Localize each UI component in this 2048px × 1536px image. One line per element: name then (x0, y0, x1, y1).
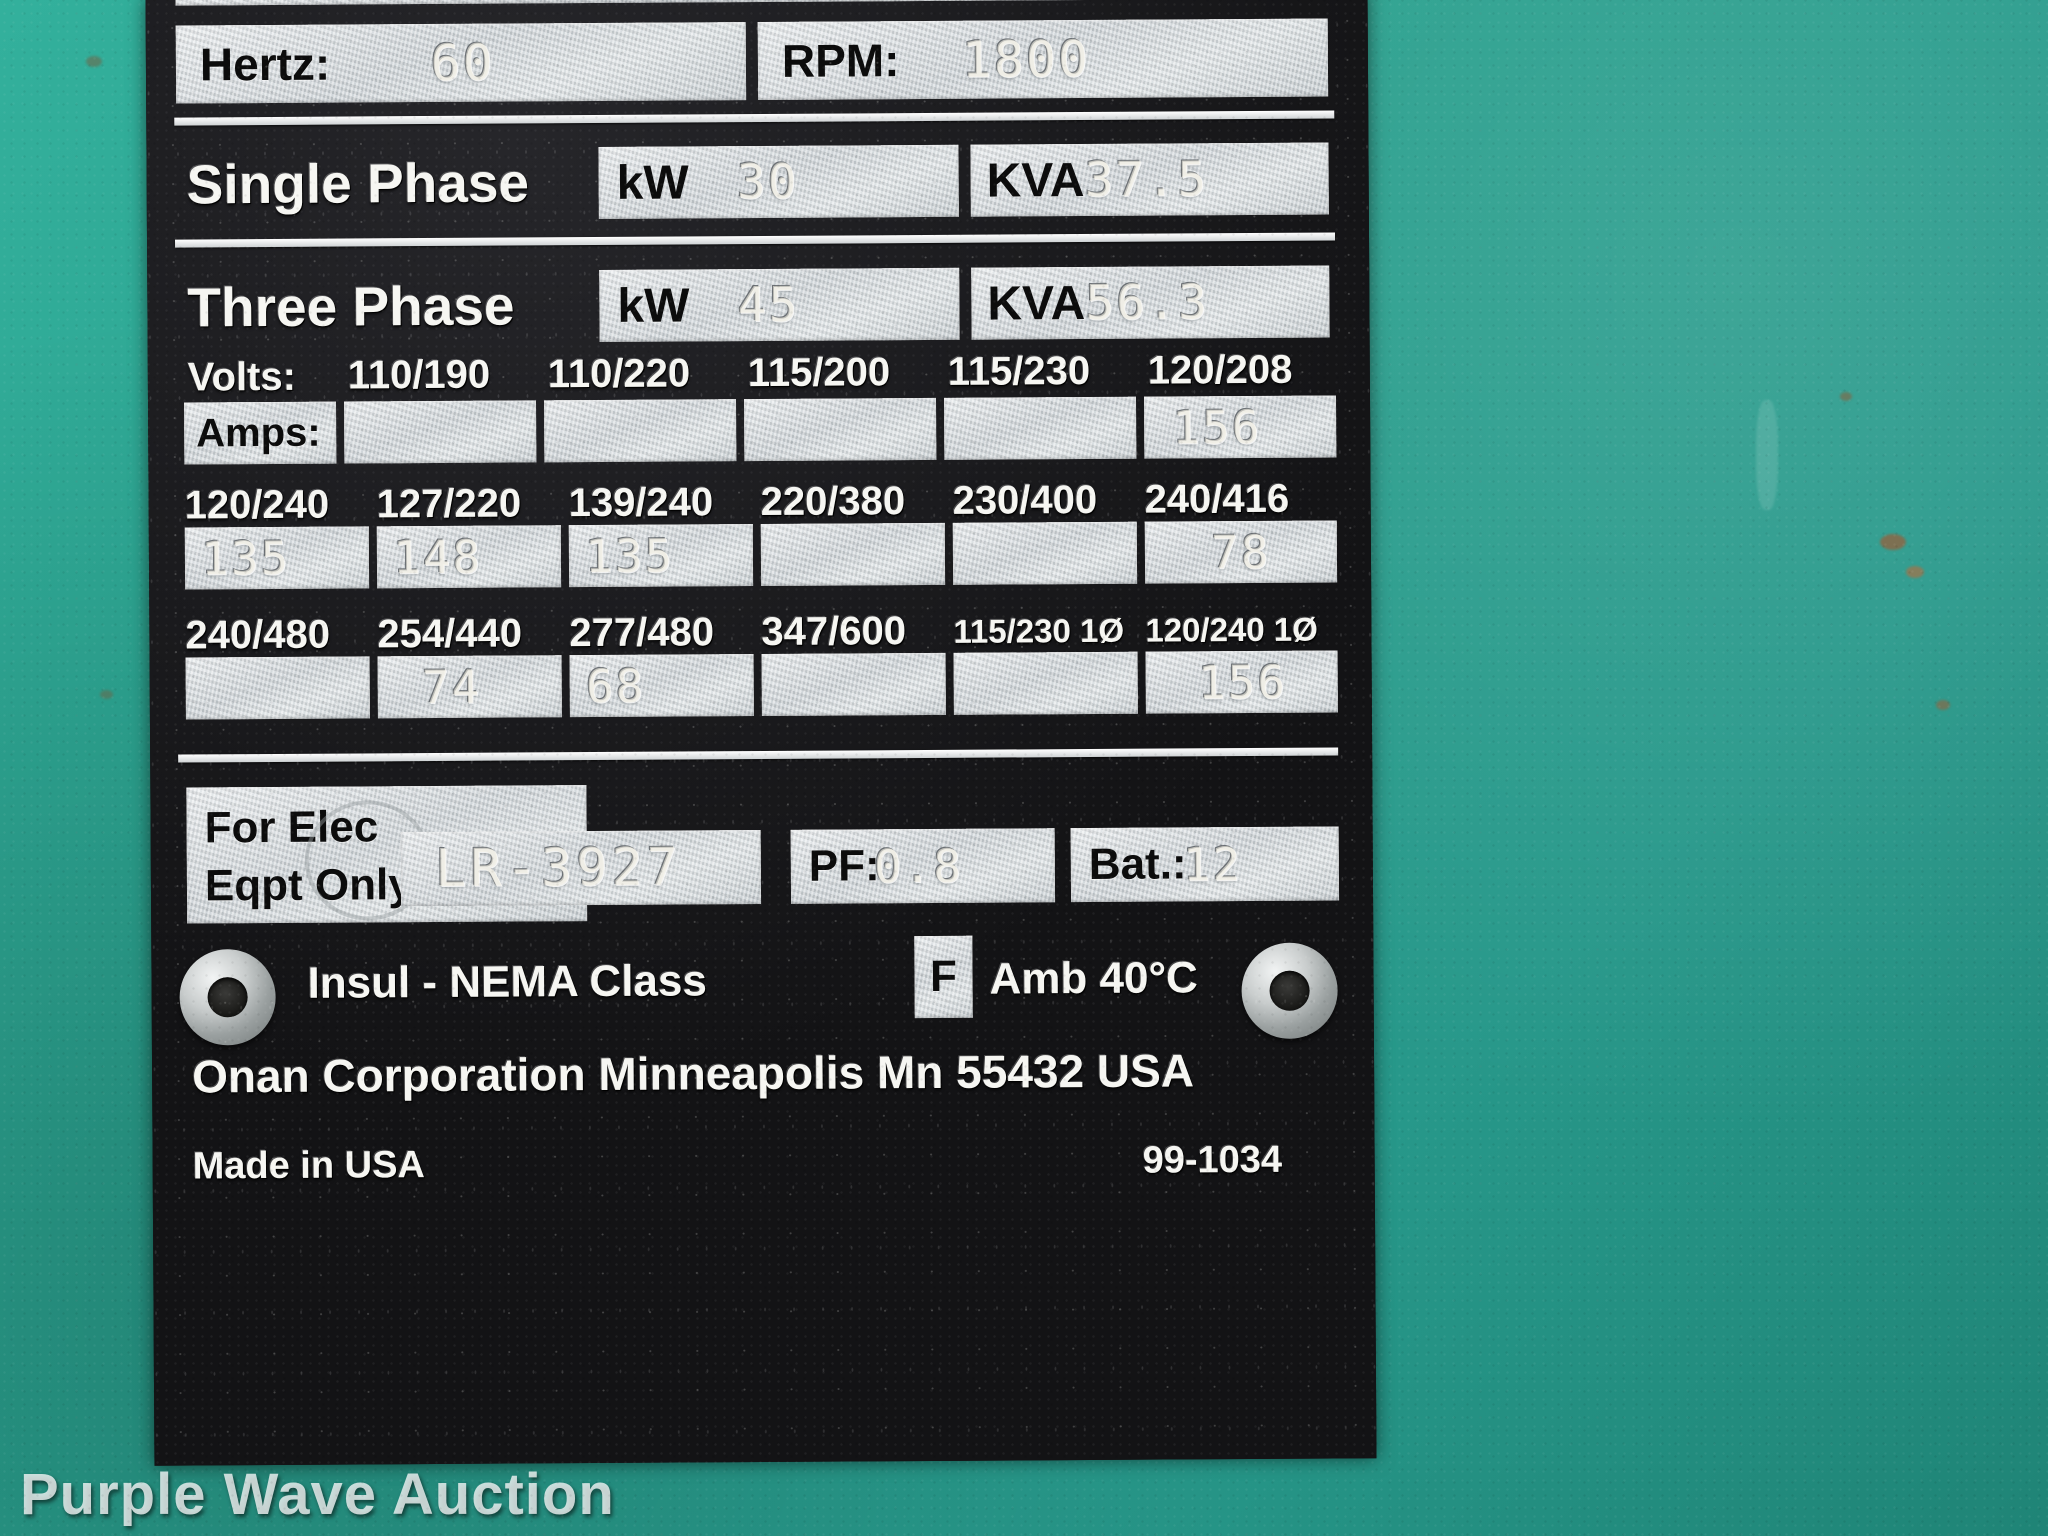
amps-cell-1-3 (760, 522, 946, 586)
amps-cell-2-2: 68 (569, 654, 754, 718)
amps-value-2-1: 74 (421, 659, 482, 715)
single-phase-kw-field: kW 30 (598, 144, 959, 219)
hertz-value: 60 (430, 33, 495, 93)
volts-label: Volts: (187, 354, 297, 400)
rust-spot (86, 56, 102, 67)
amps-cell-0-2 (743, 397, 937, 462)
volts-header-0-4: 120/208 (1147, 347, 1293, 393)
mounting-grommet-right (1241, 942, 1338, 1040)
volts-header-1-4: 230/400 (952, 477, 1098, 523)
volts-header-1-3: 220/380 (760, 479, 906, 524)
three-phase-kva-field: KVA 56.3 (971, 265, 1330, 340)
ambient-temp-label: Amb 40°C (989, 953, 1198, 1004)
single-phase-kw-label: kW (616, 155, 689, 210)
hertz-label: Hertz: (199, 37, 331, 91)
volts-header-0-2: 115/200 (747, 350, 891, 396)
battery-field: Bat.: 12 (1070, 826, 1340, 903)
made-in-label: Made in USA (192, 1144, 426, 1188)
single-phase-title: Single Phase (186, 151, 530, 216)
insulation-class-prefix: Insul - NEMA Class (307, 956, 708, 1008)
amps-cell-0-4: 156 (1143, 395, 1337, 459)
grommet-hole-icon (1269, 970, 1310, 1011)
power-factor-value: 0.8 (873, 838, 963, 894)
amps-cell-2-1: 74 (377, 655, 562, 719)
hertz-field: Hertz: 60 (175, 22, 747, 104)
amps-value-2-2: 68 (585, 658, 646, 714)
volts-header-0-3: 115/230 (947, 348, 1091, 394)
amps-value-1-2: 135 (584, 528, 675, 584)
plate-part-number: 99-1034 (1142, 1138, 1283, 1182)
mounting-grommet-left (179, 948, 276, 1046)
power-factor-field: PF: 0.8 (790, 828, 1056, 904)
volts-header-0-1: 110/220 (547, 351, 691, 397)
single-phase-kva-label: KVA (986, 153, 1085, 208)
amps-cell-0-3 (943, 396, 1137, 460)
amps-label-field: Amps: (184, 401, 337, 465)
amps-cell-1-2: 135 (568, 524, 754, 588)
volts-header-2-0: 240/480 (185, 612, 331, 658)
divider-rule (175, 232, 1336, 248)
three-phase-kw-label: kW (617, 278, 690, 333)
amps-value-1-0: 135 (200, 530, 291, 586)
generator-data-plate: Hertz: 60 RPM: 1800 Single Phase kW 30 K… (145, 0, 1377, 1466)
amps-cell-2-4 (953, 651, 1138, 715)
volts-header-2-1: 254/440 (377, 611, 523, 657)
rpm-field: RPM: 1800 (757, 18, 1329, 101)
amps-cell-1-1: 148 (376, 525, 562, 589)
three-phase-kva-label: KVA (987, 276, 1086, 331)
volts-header-2-2: 277/480 (569, 610, 715, 656)
grommet-hole-icon (207, 977, 248, 1018)
three-phase-kw-value: 45 (737, 276, 800, 334)
rpm-label: RPM: (781, 34, 900, 87)
watermark-purple-wave-auction: Purple Wave Auction (20, 1462, 615, 1527)
scratch-mark (1756, 400, 1778, 510)
volts-header-2-3: 347/600 (761, 609, 907, 654)
single-phase-kva-field: KVA 37.5 (970, 142, 1329, 217)
power-factor-label: PF: (808, 841, 880, 891)
amps-label: Amps: (196, 410, 321, 455)
divider-rule (174, 110, 1335, 126)
amps-value-1-1: 148 (392, 529, 483, 585)
top-partial-field (175, 0, 1326, 6)
single-phase-kw-value: 30 (736, 153, 799, 211)
for-elec-stamp-value: LR-3927 (434, 837, 683, 899)
volts-header-2-5: 120/240 1Ø (1145, 610, 1319, 649)
three-phase-kw-field: kW 45 (599, 267, 960, 342)
volts-header-1-2: 139/240 (568, 480, 714, 526)
volts-header-2-4: 115/230 1Ø (953, 611, 1125, 650)
insulation-class-box: F (914, 935, 973, 1019)
amps-cell-2-3 (761, 652, 946, 716)
rust-spot (100, 690, 113, 699)
battery-label: Bat.: (1088, 839, 1187, 889)
three-phase-kva-value: 56.3 (1085, 274, 1209, 332)
amps-value-2-5: 156 (1197, 654, 1287, 710)
rust-spot (1936, 700, 1950, 710)
amps-cell-0-1 (543, 399, 737, 463)
amps-cell-1-4 (952, 521, 1138, 585)
amps-cell-1-5: 78 (1144, 520, 1338, 584)
volts-header-1-1: 127/220 (376, 481, 522, 527)
volts-header-1-5: 240/416 (1144, 476, 1290, 522)
amps-cell-2-0 (185, 656, 370, 720)
single-phase-kva-value: 37.5 (1084, 151, 1209, 209)
divider-rule (178, 747, 1339, 763)
insulation-class-value: F (929, 951, 958, 1001)
rust-spot (1880, 534, 1906, 550)
three-phase-title: Three Phase (187, 274, 515, 339)
rust-spot (1840, 392, 1852, 401)
amps-cell-2-5: 156 (1145, 650, 1338, 714)
volts-header-1-0: 120/240 (184, 482, 330, 528)
manufacturer-line: Onan Corporation Minneapolis Mn 55432 US… (191, 1044, 1195, 1103)
rust-spot (1906, 566, 1924, 578)
for-elec-stamp-field: LR-3927 (400, 830, 762, 907)
amps-cell-0-0 (343, 400, 537, 464)
rpm-value: 1800 (961, 29, 1091, 89)
amps-value-1-5: 78 (1210, 524, 1271, 580)
amps-cell-1-0: 135 (184, 526, 370, 590)
battery-value: 12 (1182, 837, 1243, 892)
amps-value-0-4: 156 (1172, 399, 1262, 455)
volts-header-0-0: 110/190 (347, 352, 491, 398)
